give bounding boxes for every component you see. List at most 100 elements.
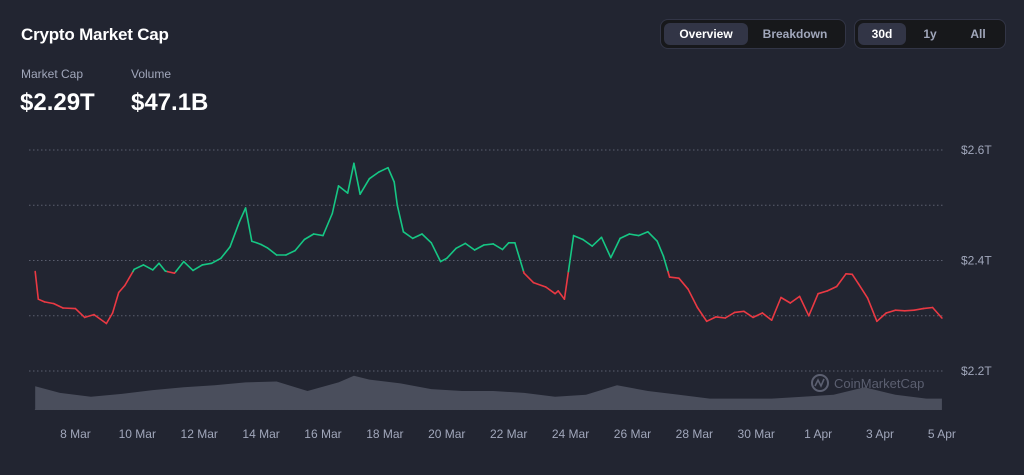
page-title: Crypto Market Cap: [21, 25, 169, 44]
x-axis-labels: 8 Mar 10 Mar 12 Mar 14 Mar 16 Mar 18 Mar 20 Ma…: [60, 427, 956, 441]
market-cap-value: $2.29T: [20, 89, 95, 116]
price-line-segment: [464, 242, 476, 251]
y-tick-label: $2.6T: [961, 143, 992, 157]
price-line-segment: [353, 162, 361, 195]
price-line-segment: [244, 207, 253, 242]
price-line-segment: [393, 181, 399, 207]
price-line-segment: [117, 284, 126, 294]
price-line-segment: [43, 301, 55, 305]
price-line-segment: [743, 310, 754, 319]
price-line-segment: [637, 231, 649, 237]
price-line-segment: [678, 277, 689, 291]
price-line-segment: [238, 207, 247, 223]
price-line-segment: [175, 260, 185, 273]
price-line-segment: [303, 233, 315, 241]
price-line-segment: [402, 231, 414, 240]
price-line-segment: [346, 162, 355, 194]
price-line-segment: [501, 242, 510, 251]
price-line-segment: [563, 270, 570, 301]
price-line-segment: [396, 204, 405, 233]
price-line-segment: [445, 247, 457, 260]
x-tick-label: 24 Mar: [552, 427, 589, 441]
range-1y[interactable]: 1y: [923, 27, 937, 41]
view-toggle: Overview Breakdown: [660, 19, 846, 49]
price-line-segment: [260, 243, 269, 249]
price-line-segment: [582, 238, 594, 247]
price-line-segment: [158, 262, 166, 272]
price-line-segment: [845, 272, 854, 276]
coinmarketcap-watermark: CoinMarketCap: [811, 374, 924, 392]
watermark-text: CoinMarketCap: [834, 376, 924, 391]
price-line-segment: [492, 243, 504, 251]
price-line-segment: [761, 312, 773, 322]
price-line-segment: [894, 309, 906, 312]
x-tick-label: 22 Mar: [490, 427, 527, 441]
price-line-segment: [421, 233, 433, 244]
tab-breakdown[interactable]: Breakdown: [762, 27, 828, 41]
price-line-segment: [619, 233, 631, 240]
price-line-segment: [285, 249, 296, 256]
price-line-segment: [111, 291, 120, 314]
price-line-segment: [662, 255, 669, 273]
price-line-segment: [182, 260, 194, 272]
price-line-segment: [210, 257, 222, 265]
price-line-segment: [83, 313, 95, 319]
price-line-segment: [523, 272, 535, 284]
range-toggle: 30d 1y All: [854, 19, 1006, 49]
price-line-segment: [572, 234, 584, 241]
price-line-segment: [696, 306, 708, 323]
price-line-segment: [377, 166, 389, 173]
x-tick-label: 18 Mar: [366, 427, 403, 441]
price-line-segment: [931, 306, 943, 319]
price-line-segment: [483, 243, 495, 246]
x-tick-label: 14 Mar: [242, 427, 279, 441]
x-tick-label: 26 Mar: [614, 427, 651, 441]
price-line-segment: [337, 185, 349, 194]
price-line-segment: [532, 281, 547, 288]
x-tick-label: 8 Mar: [60, 427, 91, 441]
price-line-segment: [609, 237, 621, 259]
x-tick-label: 5 Apr: [928, 427, 956, 441]
price-line-segment: [922, 306, 934, 310]
price-line-segment: [798, 295, 810, 317]
price-line-segment: [430, 242, 442, 263]
price-line-segment: [807, 292, 819, 317]
price-line-segment: [322, 212, 334, 237]
x-tick-label: 10 Mar: [119, 427, 156, 441]
price-line-segment: [255, 242, 262, 246]
tab-overview[interactable]: Overview: [664, 23, 748, 45]
x-tick-label: 30 Mar: [738, 427, 775, 441]
price-line-segment: [62, 307, 77, 310]
volume-value: $47.1B: [131, 89, 209, 116]
x-tick-label: 16 Mar: [304, 427, 341, 441]
range-30d[interactable]: 30d: [858, 23, 906, 45]
price-line-segment: [885, 309, 897, 314]
price-line-segment: [359, 177, 371, 195]
price-line-segment: [52, 302, 64, 309]
price-line-segment: [687, 288, 699, 309]
price-line-segment: [667, 270, 671, 278]
price-line-segment: [473, 244, 485, 251]
price-line-segment: [835, 272, 847, 288]
price-line-segment: [455, 242, 467, 250]
price-line-segment: [229, 221, 241, 248]
price-line-segment: [866, 297, 878, 323]
x-tick-label: 20 Mar: [428, 427, 465, 441]
price-line-segment: [166, 270, 176, 275]
price-line-segment: [411, 233, 423, 240]
price-line-segment: [74, 307, 86, 319]
price-line-segment: [251, 240, 258, 244]
x-tick-label: 28 Mar: [676, 427, 713, 441]
price-line-segment: [668, 276, 680, 280]
range-all[interactable]: All: [970, 27, 986, 41]
price-line-segment: [105, 312, 114, 325]
price-line-segment: [439, 257, 448, 263]
volume-area: [34, 375, 942, 410]
price-line-segment: [124, 270, 134, 287]
price-line-segment: [387, 166, 396, 183]
price-line-segment: [903, 309, 915, 312]
price-line-segment: [789, 295, 801, 304]
price-line-segment: [331, 185, 340, 215]
price-line-segment: [142, 264, 154, 271]
